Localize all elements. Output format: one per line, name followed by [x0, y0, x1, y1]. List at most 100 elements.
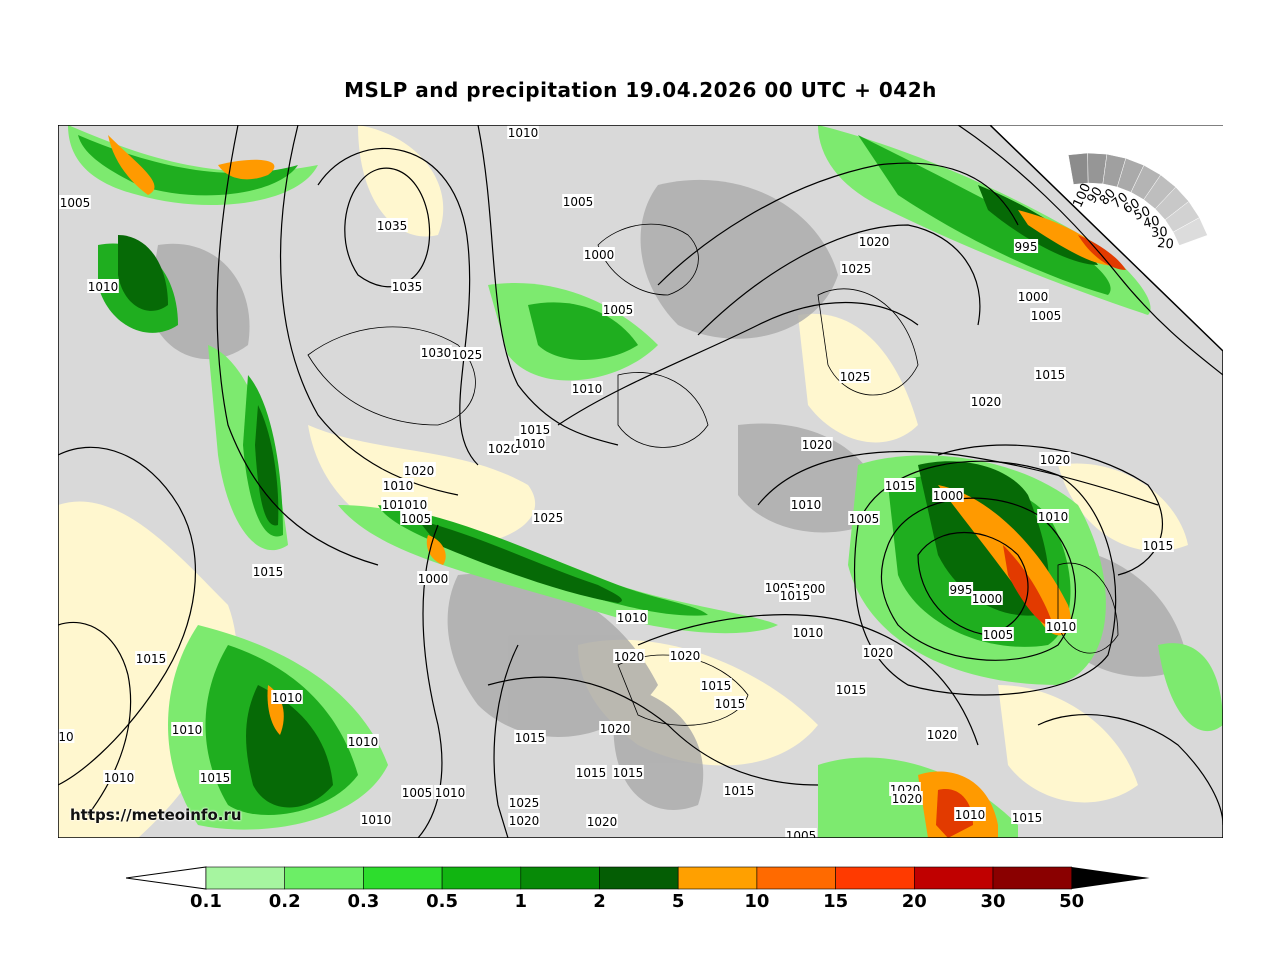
isobar-label: 1015 — [714, 696, 746, 711]
isobar-label: 1010 — [1045, 619, 1077, 634]
isobar-label: 1020 — [858, 234, 890, 249]
cloud-scale-label: 50 — [1132, 204, 1153, 224]
isobar-label-text: 1010 — [791, 498, 822, 512]
isobar-label-bg — [669, 648, 701, 662]
isobar-label-bg — [58, 729, 75, 743]
isobar-label: 1015 — [1034, 367, 1066, 382]
cloud-scale-segment — [1172, 217, 1208, 246]
colorbar-segment — [677, 866, 758, 890]
isobar-label: 1015 — [835, 682, 867, 697]
cloud-scale-label: 40 — [1142, 214, 1161, 232]
isobar-label-text: 1015 — [836, 683, 867, 697]
isobar-label-text: 1020 — [404, 464, 435, 478]
isobar-label-text: 1020 — [971, 395, 1002, 409]
isobar-label-text: 1010 — [272, 691, 303, 705]
isobar-label-text: 1030 — [421, 346, 452, 360]
colorbar-segment — [756, 866, 836, 890]
isobar-label: 1000 — [1017, 289, 1049, 304]
isobar-label-text: 995 — [1015, 240, 1038, 254]
isobar-label-bg — [508, 795, 540, 809]
isobar-label: 1010 — [507, 125, 539, 140]
isobar-label-text: 1005 — [786, 829, 817, 838]
colorbar-tick-label: 30 — [980, 891, 1006, 912]
isobar-label-text: 1005 — [983, 628, 1014, 642]
isobar-label-text: 1010 — [515, 437, 546, 451]
colorbar-tick-label: 0.2 — [268, 891, 301, 912]
isobar-label: 1030 — [420, 345, 452, 360]
isobar-label-text: 1020 — [927, 728, 958, 742]
colorbar-under-arrow — [126, 866, 207, 890]
colorbar-tick-label: 1 — [514, 891, 528, 912]
isobar-label-text: 1025 — [533, 511, 564, 525]
colorbar-tick-label: 15 — [823, 891, 849, 912]
isobar-label-text: 1000 — [584, 248, 615, 262]
isobar-label-text: 1015 — [1012, 811, 1043, 825]
isobar-label-bg — [571, 381, 603, 395]
isobar-label: 1005 — [400, 511, 432, 526]
isobar-label-bg — [583, 247, 615, 261]
isobar-label-text: 10 — [58, 730, 73, 744]
isobar-label-text: 1025 — [841, 262, 872, 276]
isobar-label: 1020 — [1039, 452, 1071, 467]
colorbar-tick-label: 50 — [1059, 891, 1085, 912]
isobar-label: 1015 — [252, 564, 284, 579]
isobar-label-bg — [487, 441, 519, 455]
colorbar-segment — [284, 866, 364, 890]
isobar-label-bg — [948, 582, 974, 596]
isobar-label: 1020 — [970, 394, 1002, 409]
isobar-label: 1010 — [87, 279, 119, 294]
isobar-label-bg — [252, 564, 284, 578]
isobar-label: 1015 — [514, 730, 546, 745]
isobar-label-text: 1010 — [793, 626, 824, 640]
isobar-label-text: 1005 — [401, 512, 432, 526]
forecast-map[interactable]: 1005 1010 1035 1035 1010 1005 1000 1005 1030 1025… — [58, 125, 1223, 838]
isobar-label-bg — [1013, 239, 1039, 253]
colorbar-segment — [441, 866, 522, 890]
isobar-label-bg — [434, 785, 466, 799]
cloud-scale-label: 30 — [1151, 225, 1168, 241]
isobar-label-bg — [982, 627, 1014, 641]
isobar-label: 1010 — [790, 497, 822, 512]
isobar-label-bg — [840, 261, 872, 275]
isobar-label-bg — [171, 722, 203, 736]
colorbar-tick-label: 10 — [744, 891, 770, 912]
isobar-label-bg — [599, 721, 631, 735]
isobar-label: 1025 — [839, 369, 871, 384]
isobar-label-bg — [271, 690, 303, 704]
isobar-label-text: 1010 — [348, 735, 379, 749]
isobar-label: 1015 — [1142, 538, 1174, 553]
isobar-label-bg — [382, 478, 414, 492]
isobar-label-text: 1020 — [488, 442, 519, 456]
isobar-label-bg — [785, 828, 817, 838]
isobar-label-text: 1020 — [863, 646, 894, 660]
isobar-label-bg — [519, 422, 551, 436]
isobar-label-text: 1010 — [397, 498, 428, 512]
isobar-label-text: 1020 — [587, 815, 618, 829]
isobar-label-bg — [714, 696, 746, 710]
isobar-label-bg — [199, 770, 231, 784]
isobar-label: 1015 — [884, 478, 916, 493]
isobar-label-bg — [135, 651, 167, 665]
isobar-label-bg — [360, 812, 392, 826]
colorbar-segment — [205, 866, 285, 890]
isobar-label-text: 1015 — [715, 697, 746, 711]
isobar-label-text: 1015 — [515, 731, 546, 745]
isobar-label: 1020 — [891, 791, 923, 806]
isobar-label-text: 1015 — [200, 771, 231, 785]
isobar-label: 1000 — [417, 571, 449, 586]
isobar-label-bg — [586, 814, 618, 828]
isobar-label-bg — [835, 682, 867, 696]
isobar-label-text: 1000 — [1018, 290, 1049, 304]
isobar-label: 1010 — [103, 770, 135, 785]
isobar-label: 1005 — [848, 511, 880, 526]
isobar-label-text: 1020 — [802, 438, 833, 452]
isobar-label-bg — [420, 345, 452, 359]
isobar-label: 1010 — [571, 381, 603, 396]
isobar-label-bg — [1034, 367, 1066, 381]
isobar-label-bg — [1142, 538, 1174, 552]
isobar-label-bg — [926, 727, 958, 741]
isobar-label-bg — [1037, 509, 1069, 523]
isobar-label: 1015 — [612, 765, 644, 780]
isobar-label: 1005 — [562, 194, 594, 209]
